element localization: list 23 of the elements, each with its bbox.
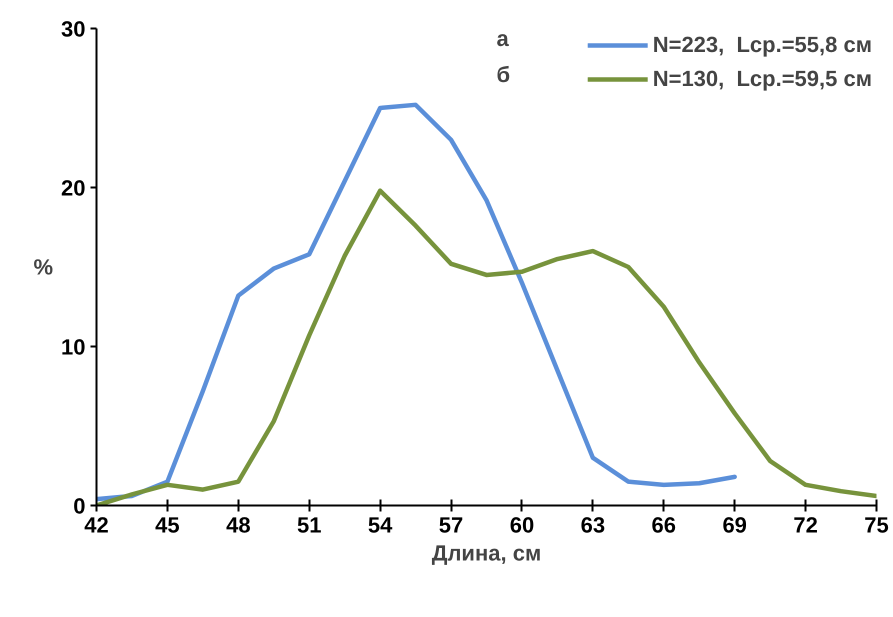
x-tick-label: 45 <box>155 512 180 538</box>
x-tick-label: 48 <box>226 512 251 538</box>
x-tick-label: 57 <box>438 512 464 538</box>
y-tick-label: 10 <box>61 334 86 360</box>
x-tick-label: 66 <box>652 512 676 538</box>
x-tick-label: 75 <box>864 512 889 538</box>
x-axis-title: Длина, см <box>432 540 542 566</box>
legend-label: N=223, Lср.=55,8 см <box>652 32 872 58</box>
x-tick-label: 69 <box>722 512 747 538</box>
x-tick-label: 54 <box>368 512 394 538</box>
x-tick-label: 72 <box>793 512 818 538</box>
y-tick-label: 0 <box>73 494 86 518</box>
y-tick-label: 30 <box>61 16 86 42</box>
y-axis-title: % <box>33 254 54 280</box>
line-series <box>96 102 737 502</box>
x-tick-label: 51 <box>296 512 322 538</box>
y-tick-label: 20 <box>61 176 86 200</box>
x-tick-label: 60 <box>510 512 534 538</box>
annotation: а <box>496 26 510 51</box>
annotation: б <box>496 62 510 87</box>
legend-label: N=130, Lср.=59,5 см <box>652 66 872 92</box>
x-tick-label: 42 <box>84 512 109 538</box>
x-tick-label: 63 <box>580 512 606 538</box>
